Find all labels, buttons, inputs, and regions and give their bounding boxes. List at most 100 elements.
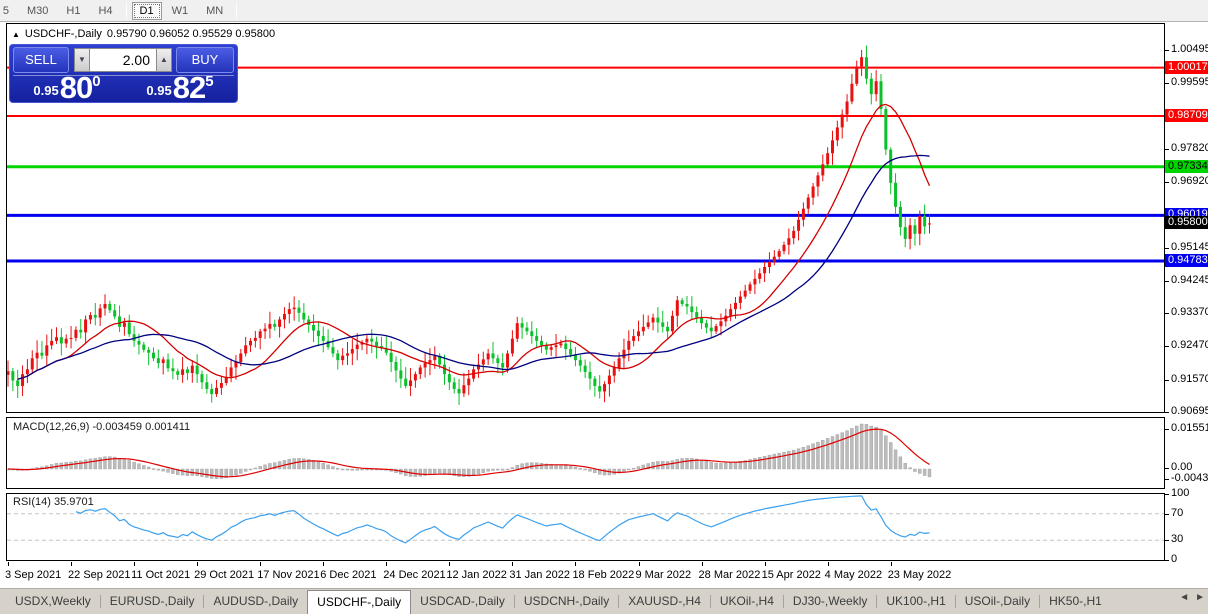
macd-indicator-label: MACD(12,26,9) -0.003459 0.001411 xyxy=(13,421,191,433)
rsi-axis-label: 0 xyxy=(1171,553,1178,565)
price-axis-label: 0.92470 xyxy=(1171,339,1208,352)
macd-canvas xyxy=(7,423,932,479)
timeframe-button-d1[interactable]: D1 xyxy=(131,1,162,20)
toolbar-separator xyxy=(236,2,238,19)
date-label: 6 Dec 2021 xyxy=(320,569,377,581)
volume-input[interactable] xyxy=(90,48,156,72)
tab-separator xyxy=(513,595,515,608)
macd-tick xyxy=(1165,479,1169,480)
price-axis-label: 0.93370 xyxy=(1171,306,1208,319)
tab-separator xyxy=(709,595,711,608)
price-tick xyxy=(1165,313,1169,315)
rsi-tick xyxy=(1165,560,1169,561)
date-tick xyxy=(197,562,199,566)
chart-tab-hk50-h1[interactable]: HK50-,H1 xyxy=(1049,594,1102,608)
price-tick xyxy=(1165,346,1169,348)
rsi-indicator-label: RSI(14) 35.9701 xyxy=(13,496,94,508)
price-axis-label: 1.00495 xyxy=(1171,43,1208,55)
date-label: 11 Oct 2021 xyxy=(131,569,191,581)
macd-axis-label: 0.00 xyxy=(1171,461,1193,473)
date-label: 9 Mar 2022 xyxy=(635,569,692,581)
price-axis: 1.00495 0.99595 0.97820 0.96920 0.95145 0.942… xyxy=(1165,23,1208,588)
date-tick xyxy=(71,562,73,566)
volume-stepper: ▼ ▲ xyxy=(74,48,172,72)
collapse-triangle-icon[interactable]: ▲ xyxy=(12,29,20,39)
date-tick xyxy=(764,562,766,566)
chart-ohlc-values: 0.95790 0.96052 0.95529 0.95800 xyxy=(106,28,276,40)
timeframe-button-w1[interactable]: W1 xyxy=(171,4,189,17)
price-axis-label: 0.97820 xyxy=(1171,141,1208,154)
chart-tab-xauusd-h4[interactable]: XAUUSD-,H4 xyxy=(628,594,701,608)
tab-separator xyxy=(1039,595,1041,608)
chart-tab-usdx-weekly[interactable]: USDX,Weekly xyxy=(15,594,91,608)
date-tick xyxy=(323,562,325,566)
tab-separator xyxy=(782,595,784,608)
price-axis-label: 0.90695 xyxy=(1171,405,1208,417)
price-level-label: 0.94783 xyxy=(1165,254,1208,267)
price-axis-label: 0.96920 xyxy=(1171,175,1208,188)
tab-separator xyxy=(99,595,101,608)
chart-tab-usdcad-daily[interactable]: USDCAD-,Daily xyxy=(420,594,505,608)
buy-price-small: 0.95 xyxy=(146,83,172,98)
chart-tab-uk100-h1[interactable]: UK100-,H1 xyxy=(886,594,946,608)
timeframe-button-h4[interactable]: H4 xyxy=(98,4,113,17)
rsi-axis-label: 70 xyxy=(1171,507,1184,519)
price-axis-label: 0.95145 xyxy=(1171,240,1208,253)
buy-button[interactable]: BUY xyxy=(176,47,234,73)
price-tick xyxy=(1165,412,1169,413)
timeframe-button-h1[interactable]: H1 xyxy=(66,4,81,17)
tab-separator xyxy=(954,595,956,608)
buy-price-display[interactable]: 0.95 82 5 xyxy=(124,70,236,105)
date-tick xyxy=(575,562,577,566)
chart-tab-usdcnh-daily[interactable]: USDCNH-,Daily xyxy=(523,594,610,608)
chart-tab-usoil-daily[interactable]: USOil-,Daily xyxy=(964,594,1031,608)
buy-price-sup: 5 xyxy=(205,73,214,90)
tab-separator xyxy=(876,595,878,608)
chart-tab-usdchf-daily[interactable]: USDCHF-,Daily xyxy=(307,590,412,614)
macd-panel[interactable] xyxy=(6,417,1165,489)
tab-scroll-right-icon[interactable]: ► xyxy=(1195,592,1205,603)
chart-tab-ukoil-h4[interactable]: UKOil-,H4 xyxy=(719,594,774,608)
date-label: 31 Jan 2022 xyxy=(509,569,570,581)
volume-decrease-button[interactable]: ▼ xyxy=(74,48,90,72)
rsi-canvas xyxy=(7,495,1164,544)
timeframe-button-mn[interactable]: MN xyxy=(206,4,224,17)
rsi-panel[interactable] xyxy=(6,493,1165,561)
price-tick xyxy=(1165,280,1169,282)
sell-price-sup: 0 xyxy=(92,73,101,90)
chart-tab-eurusd-daily[interactable]: EURUSD-,Daily xyxy=(109,594,195,608)
rsi-tick xyxy=(1165,540,1169,541)
rsi-tick xyxy=(1165,514,1169,515)
chart-symbol-label: USDCHF-,Daily xyxy=(24,28,102,40)
date-label: 4 May 2022 xyxy=(824,569,883,581)
sell-price-display[interactable]: 0.95 80 0 xyxy=(13,72,121,103)
buy-price-big: 82 xyxy=(172,70,206,105)
price-tick xyxy=(1165,379,1169,381)
chart-tab-dj30-weekly[interactable]: DJ30-,Weekly xyxy=(792,594,868,608)
timeframe-button-5[interactable]: 5 xyxy=(2,4,9,17)
date-axis: 3 Sep 2021 22 Sep 2021 11 Oct 2021 29 Oct 2… xyxy=(0,562,1208,588)
date-tick xyxy=(449,562,451,566)
volume-increase-button[interactable]: ▲ xyxy=(156,48,172,72)
price-axis-label: 0.94245 xyxy=(1171,273,1208,286)
sell-button[interactable]: SELL xyxy=(13,47,69,73)
timeframe-toolbar: 5 M30 H1 H4 D1 W1 MN xyxy=(0,0,1208,22)
price-level-label: 0.95800 xyxy=(1165,216,1208,230)
chart-title: ▲ USDCHF-,Daily 0.95790 0.96052 0.95529 … xyxy=(12,28,275,40)
tab-scroll-left-icon[interactable]: ◄ xyxy=(1179,592,1190,603)
price-tick xyxy=(1165,148,1169,150)
date-label: 3 Sep 2021 xyxy=(5,569,62,581)
price-tick xyxy=(1165,182,1169,184)
price-tick xyxy=(1165,83,1169,85)
date-label: 12 Jan 2022 xyxy=(446,569,507,581)
date-label: 29 Oct 2021 xyxy=(194,569,255,581)
chart-tab-audusd-daily[interactable]: AUDUSD-,Daily xyxy=(213,594,299,608)
one-click-trading-widget: SELL ▼ ▲ BUY 0.95 80 0 0.95 82 5 xyxy=(9,44,238,103)
date-label: 24 Dec 2021 xyxy=(383,569,446,581)
date-tick xyxy=(890,562,892,566)
tab-scroll-arrows: ◄ ► xyxy=(1179,592,1205,603)
date-tick xyxy=(386,562,388,566)
rsi-axis-label: 30 xyxy=(1171,533,1184,545)
timeframe-button-m30[interactable]: M30 xyxy=(27,4,49,17)
